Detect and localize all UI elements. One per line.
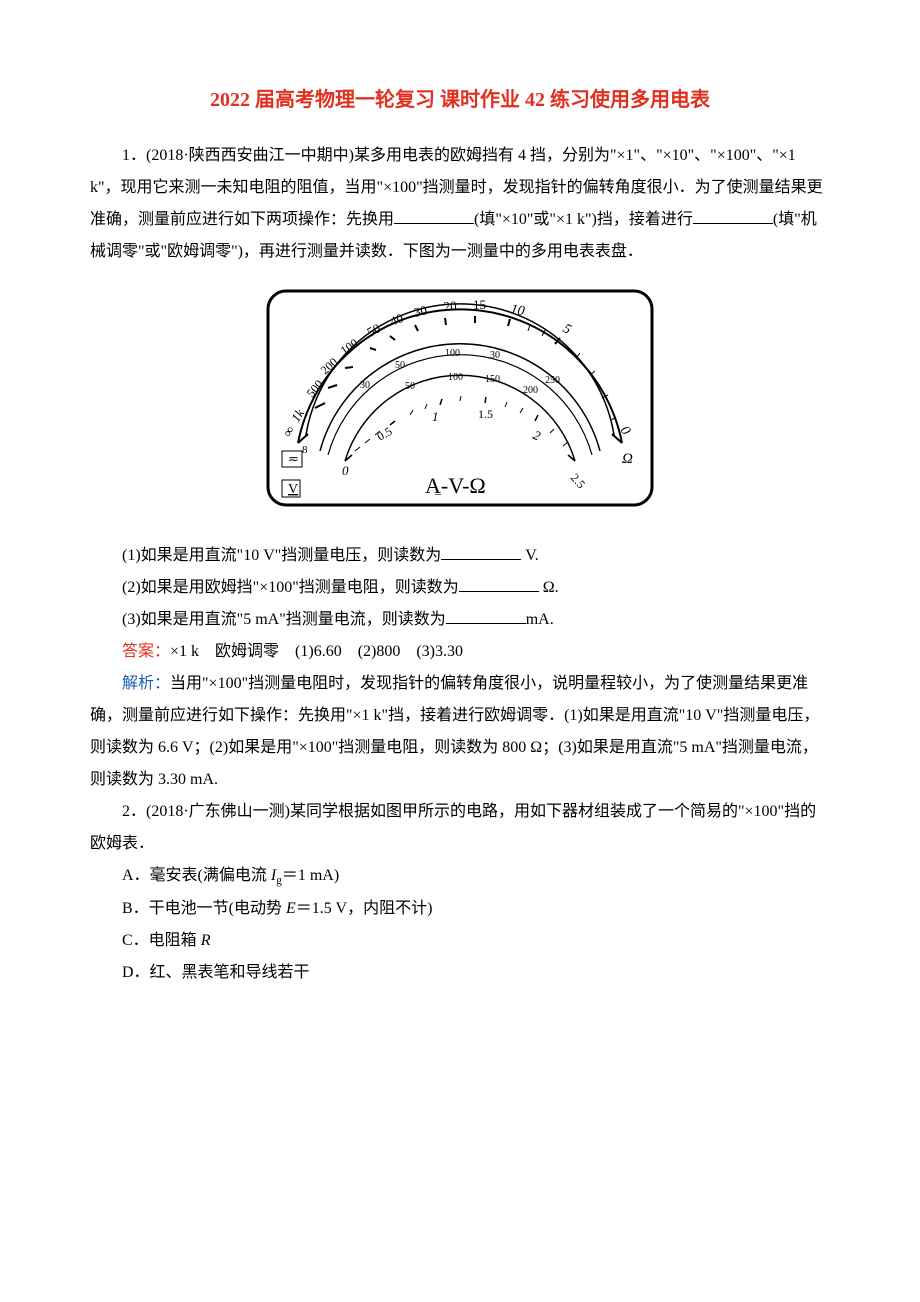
svg-text:0: 0 (342, 463, 349, 478)
q2-optD: D．红、黑表笔和导线若干 (90, 957, 830, 989)
blank-sub3 (446, 605, 526, 624)
svg-text:15: 15 (473, 297, 486, 312)
meter-diagram: 1k 500 200 100 50 40 30 20 15 10 5 0 ∞ 8… (90, 283, 830, 525)
svg-text:250: 250 (545, 375, 560, 386)
svg-text:20: 20 (443, 298, 457, 314)
blank-sub2 (459, 573, 539, 592)
q2-optB: B．干电池一节(电动势 E＝1.5 V，内阻不计) (90, 893, 830, 925)
svg-text:50: 50 (395, 360, 405, 371)
svg-text:–: – (434, 486, 442, 500)
svg-text:V: V (288, 482, 298, 497)
blank-2 (693, 205, 773, 224)
svg-text:10: 10 (509, 302, 525, 319)
q1-sub2: (2)如果是用欧姆挡"×100"挡测量电阻，则读数为 Ω. (90, 572, 830, 604)
answer-label: 答案： (122, 643, 170, 660)
svg-text:30: 30 (490, 350, 500, 361)
q1-sub3: (3)如果是用直流"5 mA"挡测量电流，则读数为mA. (90, 604, 830, 636)
q2-optA: A．毫安表(满偏电流 Ig＝1 mA) (90, 860, 830, 893)
page-title: 2022 届高考物理一轮复习 课时作业 42 练习使用多用电表 (210, 89, 710, 111)
svg-text:≂: ≂ (288, 451, 299, 466)
q1-analysis: 解析：当用"×100"挡测量电阻时，发现指针的偏转角度很小，说明量程较小，为了使… (90, 668, 830, 796)
q1-intro: 1．(2018·陕西西安曲江一中期中)某多用电表的欧姆挡有 4 挡，分别为"×1… (90, 140, 830, 268)
svg-text:Ω: Ω (622, 451, 633, 467)
blank-1 (394, 205, 474, 224)
svg-text:1: 1 (432, 409, 439, 424)
svg-text:100: 100 (448, 372, 463, 383)
q2-intro: 2．(2018·广东佛山一测)某同学根据如图甲所示的电路，用如下器材组装成了一个… (90, 796, 830, 860)
svg-text:8: 8 (302, 444, 308, 456)
blank-sub1 (441, 541, 521, 560)
q1-sub1: (1)如果是用直流"10 V"挡测量电压，则读数为 V. (90, 540, 830, 572)
q2-optC: C．电阻箱 R (90, 925, 830, 957)
svg-text:100: 100 (445, 348, 460, 359)
q1-answer: 答案：×1 k 欧姆调零 (1)6.60 (2)800 (3)3.30 (90, 636, 830, 668)
analysis-label: 解析： (122, 675, 170, 692)
svg-text:30: 30 (360, 380, 370, 391)
svg-text:1.5: 1.5 (478, 407, 493, 421)
